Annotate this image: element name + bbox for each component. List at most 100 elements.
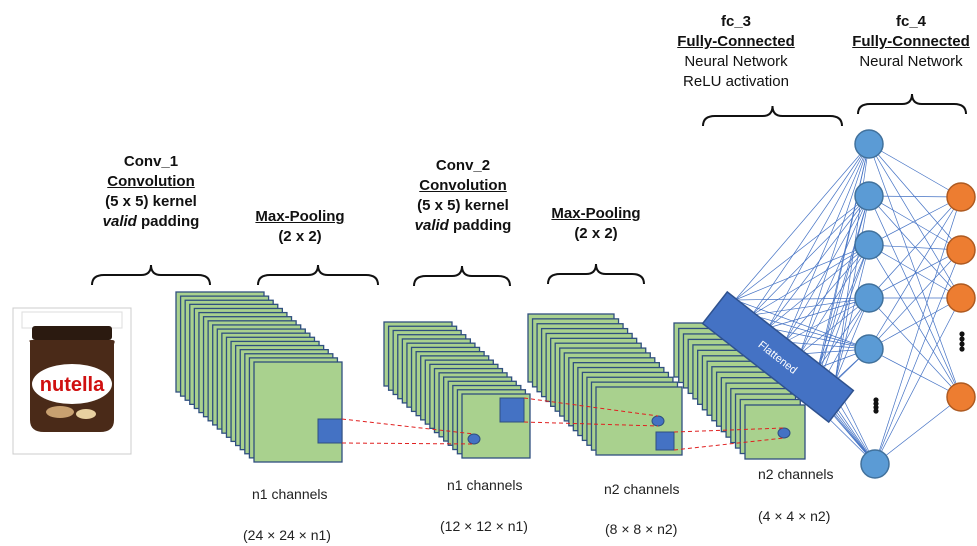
output-unit bbox=[777, 427, 791, 439]
ellipsis-dot bbox=[959, 331, 965, 337]
connection-edge bbox=[868, 196, 962, 350]
pool1-name: Max-Pooling bbox=[255, 208, 345, 225]
fc3-line1: Neural Network bbox=[684, 53, 788, 70]
ellipsis-dot bbox=[873, 397, 879, 403]
connection-edge bbox=[799, 195, 870, 355]
stack1-dims: (24 × 24 × n1) bbox=[243, 527, 331, 543]
ellipsis-dot bbox=[959, 341, 965, 347]
connection-edge bbox=[868, 196, 962, 246]
brand-text: nutella bbox=[40, 374, 105, 396]
layer-brace bbox=[857, 93, 967, 115]
fc3-name: fc_3 bbox=[720, 13, 752, 30]
fc4-neuron bbox=[946, 382, 976, 412]
fc3-line2: ReLU activation bbox=[683, 73, 789, 90]
layer-brace bbox=[91, 264, 211, 286]
fc4-type: Fully-Connected bbox=[852, 33, 970, 50]
conv2-padding-word: valid bbox=[414, 217, 449, 234]
conv1-label: Conv_1 Convolution (5 x 5) kernel valid … bbox=[86, 152, 216, 232]
stack1-channels: n1 channels bbox=[252, 486, 328, 502]
projection-line bbox=[341, 418, 475, 435]
connection-edge bbox=[767, 244, 870, 329]
fc4-label: fc_4 Fully-Connected Neural Network bbox=[846, 12, 976, 72]
connection-edge bbox=[868, 297, 962, 398]
connection-edge bbox=[868, 195, 962, 251]
conv1-padding-word: valid bbox=[102, 213, 137, 230]
connection-edge bbox=[734, 195, 870, 301]
fc3-neuron bbox=[854, 283, 884, 313]
fc4-line1: Neural Network bbox=[859, 53, 963, 70]
connection-edge bbox=[868, 244, 962, 299]
connection-edge bbox=[874, 297, 962, 465]
connection-edge bbox=[734, 244, 870, 301]
input-image: nutella bbox=[12, 307, 132, 455]
pool2-size: (2 x 2) bbox=[574, 225, 618, 242]
fc3-neuron bbox=[854, 334, 884, 364]
layer-brace bbox=[547, 263, 645, 285]
fc3-label: fc_3 Fully-Connected Neural Network ReLU… bbox=[668, 12, 804, 92]
feature-map-stack-2 bbox=[383, 321, 531, 459]
fc3-neuron bbox=[860, 449, 890, 479]
output-unit bbox=[651, 415, 665, 427]
pool1-size: (2 x 2) bbox=[278, 228, 322, 245]
conv1-type: Convolution bbox=[107, 173, 195, 190]
projection-line bbox=[523, 397, 659, 417]
connection-edge bbox=[868, 196, 962, 299]
feature-map-slice bbox=[461, 393, 531, 459]
fc3-neuron bbox=[854, 181, 884, 211]
connection-edge bbox=[751, 244, 870, 316]
connection-edge bbox=[767, 143, 870, 329]
fc4-neuron bbox=[946, 283, 976, 313]
connection-edge bbox=[811, 143, 870, 403]
projection-line bbox=[341, 442, 475, 445]
connection-edge bbox=[734, 297, 870, 301]
ellipsis-dot bbox=[873, 404, 879, 410]
fc4-neuron bbox=[946, 235, 976, 265]
conv2-label: Conv_2 Convolution (5 x 5) kernel valid … bbox=[398, 156, 528, 236]
projection-line bbox=[673, 427, 785, 433]
connection-edge bbox=[751, 297, 870, 316]
conv1-kernel: (5 x 5) kernel bbox=[105, 193, 197, 210]
connection-edge bbox=[817, 195, 870, 369]
connection-edge bbox=[734, 143, 870, 301]
conv2-type: Convolution bbox=[419, 177, 507, 194]
pool1-label: Max-Pooling (2 x 2) bbox=[245, 207, 355, 247]
connection-edge bbox=[751, 195, 870, 316]
stack2-dims: (12 × 12 × n1) bbox=[440, 518, 528, 534]
ellipsis-dot bbox=[873, 401, 879, 407]
connection-edge bbox=[868, 143, 962, 251]
feature-map-slice bbox=[253, 361, 343, 463]
connection-edge bbox=[817, 244, 870, 369]
stack4-dims: (4 × 4 × n2) bbox=[758, 508, 831, 524]
connection-edge bbox=[784, 244, 870, 343]
fc3-neuron bbox=[854, 129, 884, 159]
feature-map-stack-1 bbox=[175, 291, 343, 463]
connection-edge bbox=[868, 348, 962, 398]
pool2-label: Max-Pooling (2 x 2) bbox=[541, 204, 651, 244]
stack4-channels: n2 channels bbox=[758, 466, 834, 482]
fc4-neuron bbox=[946, 182, 976, 212]
stack2-channels: n1 channels bbox=[447, 477, 523, 493]
connection-edge bbox=[868, 249, 962, 299]
connection-edge bbox=[751, 143, 870, 316]
connection-edge bbox=[767, 327, 870, 350]
connection-edge bbox=[751, 314, 870, 350]
conv1-name: Conv_1 bbox=[123, 153, 179, 170]
conv1-padding-rest: padding bbox=[136, 213, 200, 230]
fc3-neuron bbox=[854, 230, 884, 260]
connection-edge bbox=[868, 195, 962, 198]
stack3-channels: n2 channels bbox=[604, 481, 680, 497]
connection-edge bbox=[734, 299, 870, 350]
layer-brace bbox=[257, 264, 379, 286]
projection-line bbox=[673, 437, 785, 451]
connection-edge bbox=[868, 143, 962, 198]
connection-edge bbox=[784, 195, 870, 343]
ellipsis-dot bbox=[959, 346, 965, 352]
conv2-padding-rest: padding bbox=[448, 217, 512, 234]
projection-line bbox=[523, 421, 659, 427]
connection-edge bbox=[868, 143, 962, 398]
connection-edge bbox=[868, 297, 962, 350]
connection-edge bbox=[874, 396, 962, 465]
stack3-dims: (8 × 8 × n2) bbox=[605, 521, 678, 537]
flattened-layer: Flattened bbox=[701, 290, 855, 424]
